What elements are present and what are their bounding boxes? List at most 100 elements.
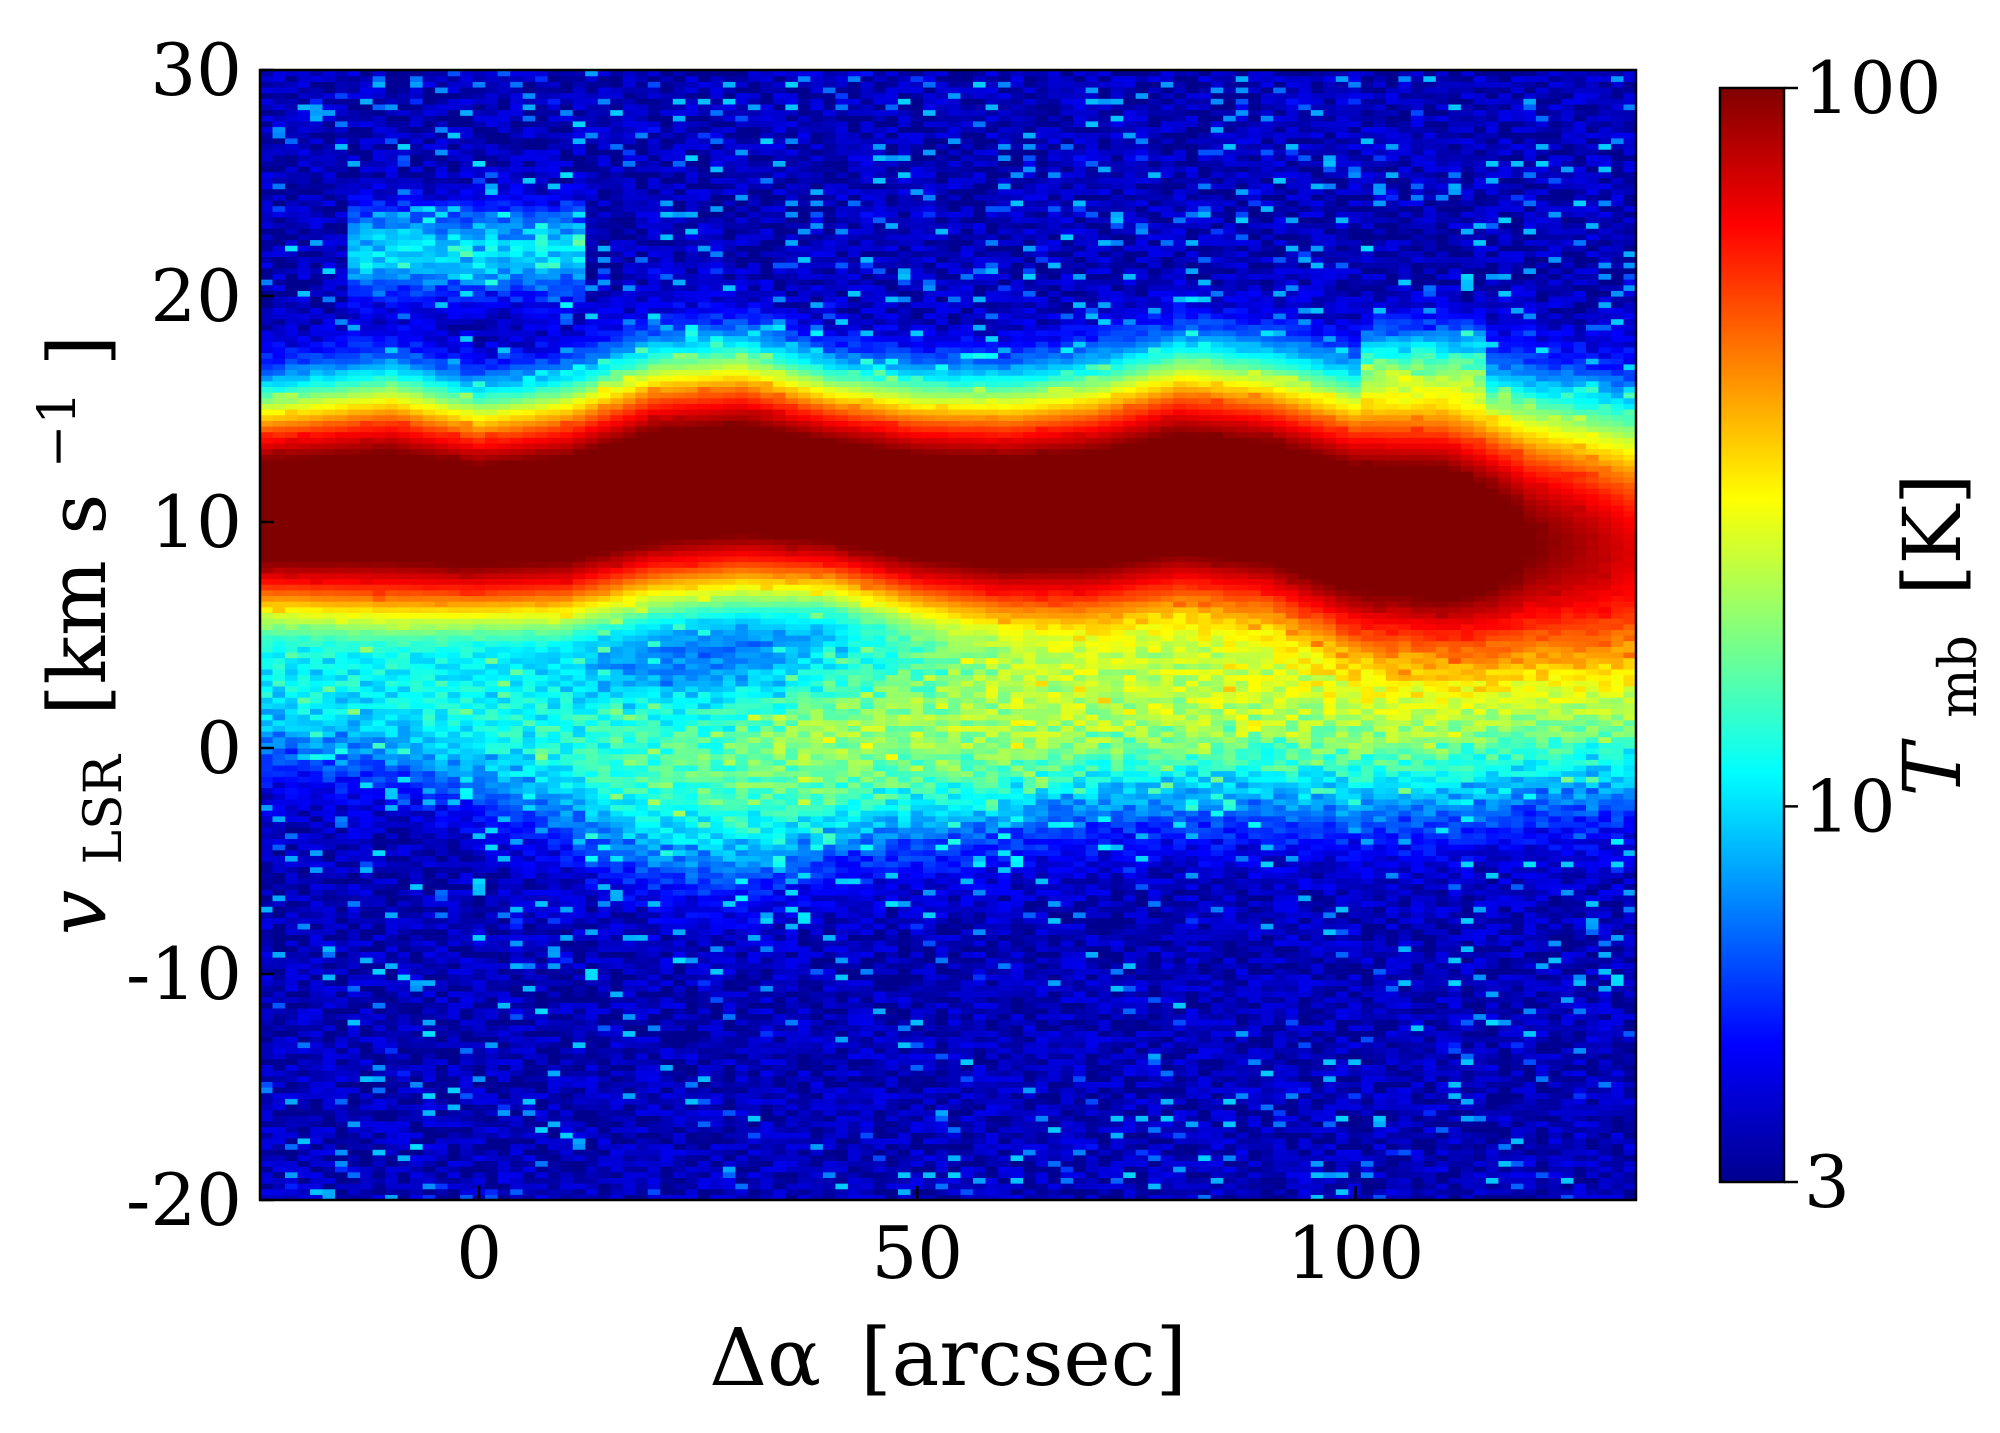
heatmap-cell: [360, 240, 373, 246]
heatmap-cell: [498, 189, 511, 195]
heatmap-cell: [360, 855, 373, 861]
heatmap-cell: [548, 149, 561, 155]
heatmap-cell: [310, 262, 323, 268]
heatmap-cell: [548, 771, 561, 777]
heatmap-cell: [460, 1127, 473, 1133]
heatmap-cell: [360, 895, 373, 901]
heatmap-cell: [473, 245, 486, 251]
heatmap-cell: [485, 81, 498, 87]
heatmap-cell: [560, 1019, 573, 1025]
heatmap-cell: [273, 488, 286, 494]
heatmap-cell: [335, 980, 348, 986]
heatmap-cell: [398, 816, 411, 822]
heatmap-cell: [473, 98, 486, 104]
heatmap-cell: [373, 268, 386, 274]
heatmap-cell: [323, 471, 336, 477]
heatmap-cell: [260, 731, 273, 737]
heatmap-cell: [410, 375, 423, 381]
heatmap-cell: [460, 742, 473, 748]
heatmap-cell: [348, 511, 361, 517]
heatmap-cell: [285, 1115, 298, 1121]
heatmap-cell: [560, 369, 573, 375]
heatmap-cell: [285, 110, 298, 116]
heatmap-cell: [448, 358, 461, 364]
heatmap-cell: [410, 754, 423, 760]
heatmap-cell: [498, 855, 511, 861]
heatmap-cell: [360, 1093, 373, 1099]
heatmap-cell: [548, 228, 561, 234]
heatmap-cell: [360, 522, 373, 528]
heatmap-cell: [335, 1189, 348, 1195]
heatmap-cell: [385, 505, 398, 511]
heatmap-cell: [448, 867, 461, 873]
heatmap-cell: [448, 494, 461, 500]
heatmap-cell: [510, 234, 523, 240]
heatmap-cell: [360, 901, 373, 907]
heatmap-cell: [360, 1110, 373, 1116]
heatmap-cell: [335, 223, 348, 229]
heatmap-cell: [473, 403, 486, 409]
heatmap-cell: [323, 612, 336, 618]
heatmap-cell: [260, 601, 273, 607]
heatmap-cell: [435, 460, 448, 466]
heatmap-cell: [285, 539, 298, 545]
heatmap-cell: [398, 279, 411, 285]
heatmap-cell: [273, 364, 286, 370]
heatmap-cell: [473, 1104, 486, 1110]
heatmap-cell: [373, 1166, 386, 1172]
heatmap-cell: [510, 189, 523, 195]
heatmap-cell: [548, 963, 561, 969]
heatmap-cell: [260, 1002, 273, 1008]
heatmap-cell: [373, 624, 386, 630]
heatmap-cell: [360, 177, 373, 183]
heatmap-cell: [348, 211, 361, 217]
heatmap-cell: [423, 607, 436, 613]
heatmap-cell: [523, 708, 536, 714]
heatmap-cell: [385, 968, 398, 974]
heatmap-cell: [423, 364, 436, 370]
heatmap-cell: [523, 799, 536, 805]
heatmap-cell: [335, 1110, 348, 1116]
heatmap-cell: [535, 675, 548, 681]
heatmap-cell: [323, 262, 336, 268]
heatmap-cell: [448, 279, 461, 285]
heatmap-cell: [423, 234, 436, 240]
heatmap-cell: [310, 256, 323, 262]
heatmap-cell: [410, 1166, 423, 1172]
heatmap-cell: [448, 149, 461, 155]
heatmap-cell: [348, 1127, 361, 1133]
heatmap-cell: [398, 132, 411, 138]
heatmap-cell: [285, 991, 298, 997]
heatmap-cell: [535, 782, 548, 788]
heatmap-cell: [273, 245, 286, 251]
heatmap-cell: [273, 867, 286, 873]
heatmap-cell: [310, 290, 323, 296]
heatmap-cell: [348, 669, 361, 675]
heatmap-cell: [348, 499, 361, 505]
heatmap-cell: [398, 194, 411, 200]
heatmap-cell: [423, 183, 436, 189]
heatmap-cell: [360, 788, 373, 794]
heatmap-cell: [273, 177, 286, 183]
heatmap-cell: [398, 505, 411, 511]
heatmap-cell: [285, 635, 298, 641]
heatmap-cell: [273, 211, 286, 217]
heatmap-cell: [360, 1183, 373, 1189]
heatmap-cell: [373, 805, 386, 811]
heatmap-cell: [323, 245, 336, 251]
heatmap-cell: [560, 686, 573, 692]
heatmap-cell: [510, 110, 523, 116]
heatmap-cell: [448, 624, 461, 630]
heatmap-cell: [498, 166, 511, 172]
heatmap-cell: [273, 223, 286, 229]
heatmap-cell: [448, 855, 461, 861]
heatmap-cell: [535, 127, 548, 133]
heatmap-cell: [360, 437, 373, 443]
heatmap-cell: [535, 392, 548, 398]
heatmap-cell: [360, 991, 373, 997]
heatmap-cell: [510, 477, 523, 483]
heatmap-cell: [360, 878, 373, 884]
heatmap-cell: [398, 861, 411, 867]
heatmap-cell: [523, 579, 536, 585]
heatmap-cell: [460, 658, 473, 664]
